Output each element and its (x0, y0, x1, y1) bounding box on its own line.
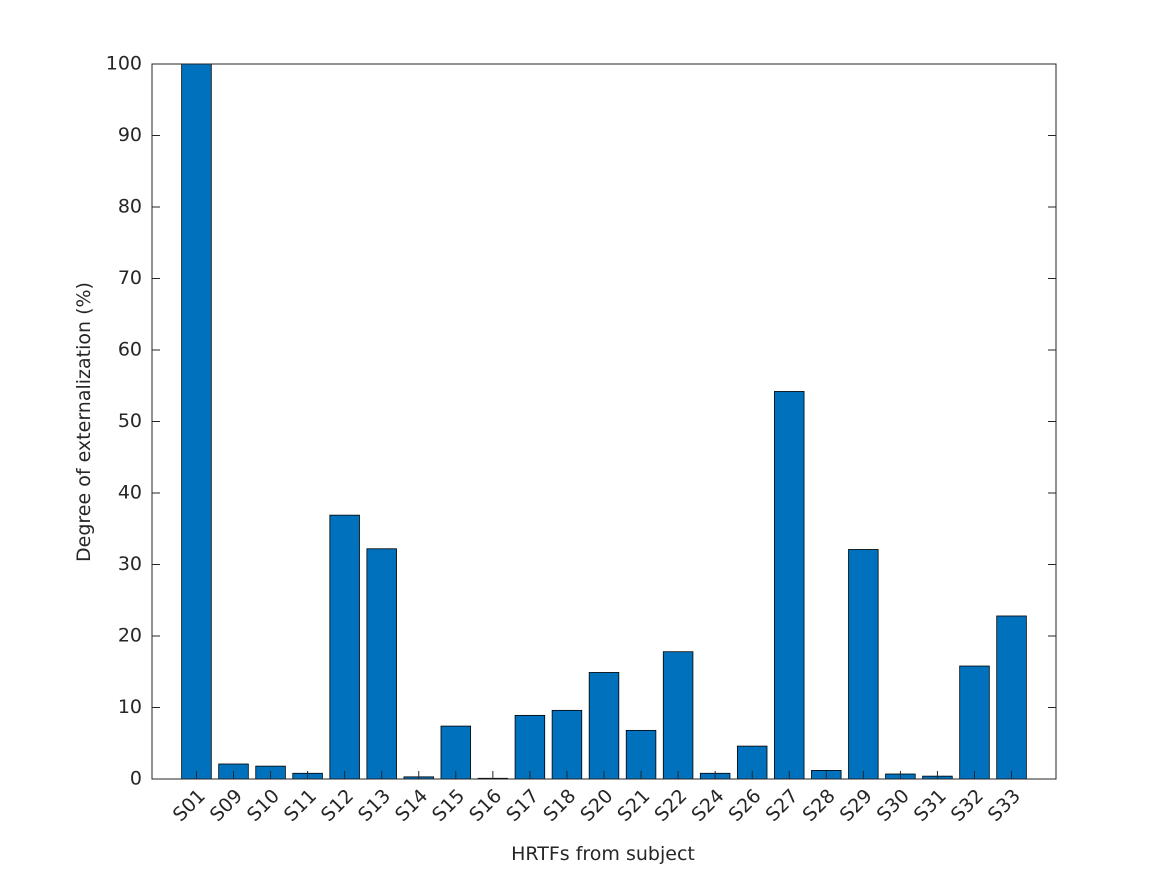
y-tick-label: 10 (118, 696, 142, 718)
x-tick-label: S17 (502, 785, 543, 826)
x-tick-label: S27 (761, 785, 802, 826)
bar (848, 549, 879, 780)
y-tick-label: 60 (118, 339, 142, 361)
bar (774, 391, 805, 780)
bar (551, 709, 583, 780)
y-tick-label: 80 (118, 196, 142, 218)
x-tick-label: S13 (354, 785, 395, 826)
y-tick-label: 0 (130, 768, 142, 790)
plot-frame (151, 63, 1057, 780)
x-tick-label: S24 (687, 785, 728, 826)
x-tick-label: S26 (724, 785, 765, 826)
x-tick-label: S14 (391, 785, 432, 826)
bar (959, 665, 990, 780)
x-tick-label: S10 (243, 785, 284, 826)
bar (329, 514, 360, 780)
x-tick-label: S11 (280, 785, 321, 826)
bar (662, 651, 694, 780)
x-tick-label: S01 (169, 785, 210, 826)
x-tick-label: S09 (206, 785, 247, 826)
x-tick-label: S32 (947, 785, 988, 826)
y-tick-label: 50 (118, 410, 142, 432)
x-tick-label: S15 (428, 785, 469, 826)
x-tick-label: S29 (836, 785, 877, 826)
bar (625, 729, 657, 780)
bar (514, 714, 546, 780)
bar (181, 63, 212, 780)
y-tick-label: 100 (106, 53, 142, 75)
x-tick-label: S12 (317, 785, 358, 826)
x-tick-label: S20 (576, 785, 617, 826)
x-tick-label: S21 (613, 785, 654, 826)
y-tick-label: 20 (118, 625, 142, 647)
y-tick-label: 90 (118, 124, 142, 146)
x-tick-label: S22 (650, 785, 691, 826)
x-tick-label: S30 (873, 785, 914, 826)
bar (996, 615, 1027, 780)
y-tick-label: 30 (118, 553, 142, 575)
y-axis-label: Degree of externalization (%) (73, 282, 95, 562)
x-tick-label: S28 (799, 785, 840, 826)
x-tick-label: S16 (465, 785, 506, 826)
bar (588, 672, 620, 780)
bar (440, 725, 472, 780)
bar (366, 548, 397, 780)
x-tick-label: S18 (539, 785, 580, 826)
x-tick-label: S33 (984, 785, 1025, 826)
x-axis-label: HRTFs from subject (511, 843, 695, 865)
y-tick-label: 40 (118, 482, 142, 504)
y-tick-label: 70 (118, 267, 142, 289)
x-tick-label: S31 (910, 785, 951, 826)
